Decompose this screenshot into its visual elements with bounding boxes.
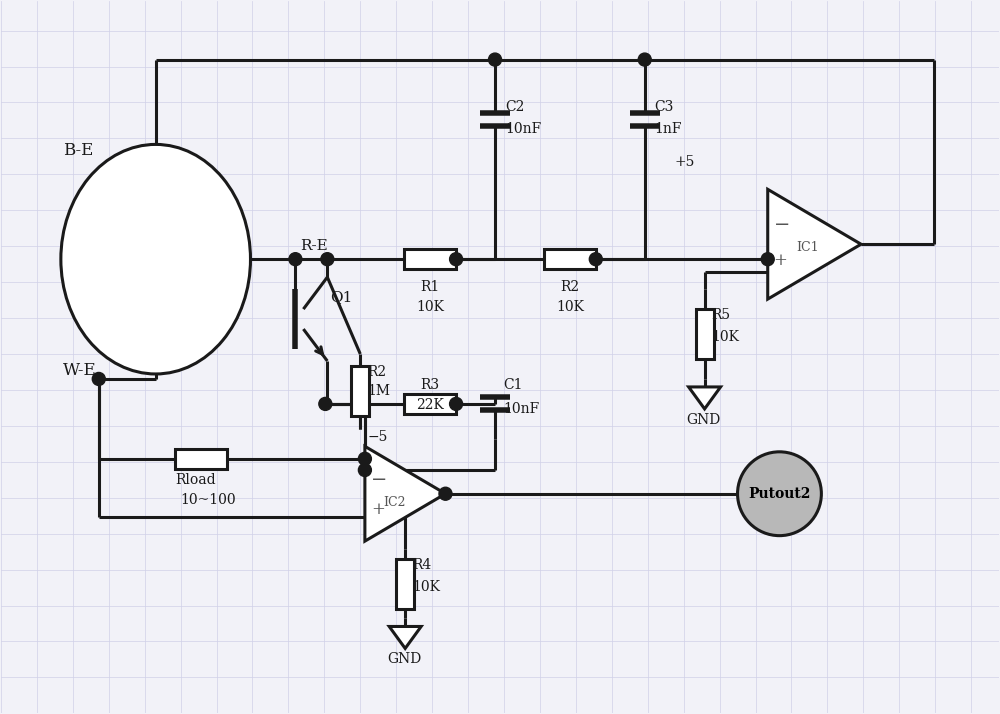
- Circle shape: [289, 253, 302, 266]
- Text: 10K: 10K: [412, 580, 440, 593]
- Text: C1: C1: [503, 378, 522, 392]
- Text: R3: R3: [420, 378, 439, 392]
- Circle shape: [358, 463, 371, 476]
- Bar: [351, 366, 369, 416]
- Text: 10K: 10K: [556, 300, 584, 314]
- Text: +: +: [774, 251, 788, 268]
- Text: 10K: 10K: [416, 300, 444, 314]
- Circle shape: [489, 53, 501, 66]
- Text: GND: GND: [387, 653, 421, 666]
- Ellipse shape: [61, 144, 250, 374]
- Text: R5: R5: [712, 308, 731, 322]
- Text: C2: C2: [505, 101, 524, 114]
- Text: R4: R4: [412, 558, 431, 572]
- Circle shape: [439, 487, 452, 501]
- Bar: [404, 249, 456, 269]
- Text: 10nF: 10nF: [503, 402, 539, 416]
- Text: 10nF: 10nF: [505, 122, 541, 136]
- Text: 10~100: 10~100: [181, 493, 236, 507]
- Text: R1: R1: [420, 280, 439, 294]
- Circle shape: [589, 253, 602, 266]
- Circle shape: [738, 452, 821, 536]
- Text: R2: R2: [367, 366, 386, 379]
- Text: R2: R2: [560, 280, 579, 294]
- Polygon shape: [768, 189, 861, 299]
- Circle shape: [92, 373, 105, 386]
- Bar: [175, 449, 227, 469]
- Text: IC2: IC2: [383, 496, 406, 508]
- Polygon shape: [689, 387, 721, 409]
- Text: Q1: Q1: [330, 290, 353, 304]
- Bar: [544, 249, 596, 269]
- Text: W-E: W-E: [63, 362, 97, 379]
- Text: Putout2: Putout2: [748, 487, 811, 501]
- Text: +: +: [371, 501, 385, 518]
- Text: −: −: [774, 216, 790, 233]
- Circle shape: [319, 398, 332, 411]
- Bar: [696, 309, 714, 359]
- Text: −5: −5: [367, 430, 388, 444]
- Circle shape: [321, 253, 334, 266]
- Text: −: −: [371, 471, 387, 489]
- Text: B-E: B-E: [63, 142, 93, 159]
- Circle shape: [450, 398, 463, 411]
- Circle shape: [358, 452, 371, 466]
- Text: R-E: R-E: [300, 239, 328, 253]
- Text: 22K: 22K: [416, 398, 444, 412]
- Text: 1M: 1M: [367, 384, 390, 398]
- Text: 10K: 10K: [712, 330, 740, 344]
- Circle shape: [450, 253, 463, 266]
- Text: +5: +5: [675, 156, 695, 169]
- Circle shape: [761, 253, 774, 266]
- Bar: [404, 394, 456, 414]
- Text: C3: C3: [655, 101, 674, 114]
- Polygon shape: [365, 446, 445, 541]
- Text: IC1: IC1: [796, 241, 819, 254]
- Circle shape: [638, 53, 651, 66]
- Text: GND: GND: [687, 413, 721, 427]
- Text: 1nF: 1nF: [655, 122, 682, 136]
- Bar: [396, 558, 414, 608]
- Text: Rload: Rload: [176, 473, 216, 487]
- Polygon shape: [389, 626, 421, 648]
